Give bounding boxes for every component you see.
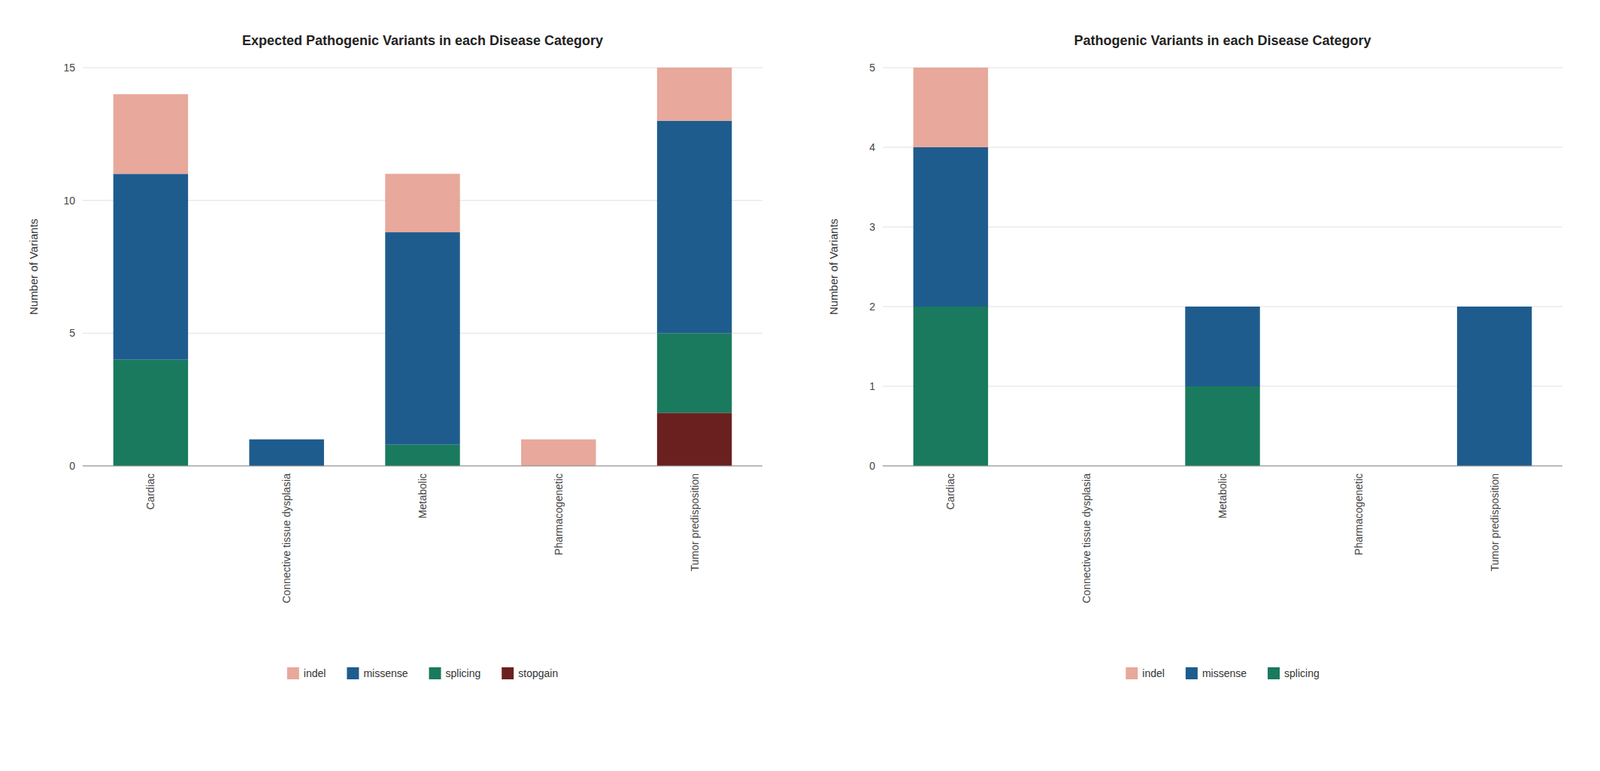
tick-label: 5 xyxy=(869,61,876,74)
x-axis-line xyxy=(82,466,763,467)
grid-line xyxy=(882,466,1563,467)
title: Pathogenic Variants in each Disease Cate… xyxy=(1073,33,1371,49)
legend-swatch xyxy=(1185,667,1198,680)
legend: indel missense splicing xyxy=(1125,667,1319,680)
legend-label: missense xyxy=(363,667,408,680)
category-label: Connective tissue dysplasia xyxy=(280,473,293,604)
bar-segment xyxy=(657,67,732,122)
legend-label: splicing xyxy=(1284,667,1320,680)
bar-segment xyxy=(913,147,988,307)
bar-segment xyxy=(657,412,732,467)
legend: indel missense splicing stopgain xyxy=(287,667,558,680)
tick-label: 10 xyxy=(63,194,76,207)
panel: Pathogenic Variants in each Disease Cate… xyxy=(827,33,1563,680)
bar-segment xyxy=(384,445,460,467)
tick-label: 2 xyxy=(869,300,876,313)
category-label: Pharmacogenetic xyxy=(552,473,565,556)
legend-swatch xyxy=(1125,667,1138,680)
bar-segment xyxy=(1184,386,1260,467)
bar-segment xyxy=(113,360,188,467)
category-label: Connective tissue dysplasia xyxy=(1080,473,1093,604)
bar-segment xyxy=(1184,306,1260,308)
bar-segment xyxy=(113,93,188,174)
bar-segment xyxy=(913,67,988,148)
tick-label: 5 xyxy=(69,327,76,340)
bar-segment xyxy=(657,121,732,334)
bars xyxy=(113,67,733,467)
title: Expected Pathogenic Variants in each Dis… xyxy=(242,33,604,49)
bar-segment xyxy=(248,439,324,467)
bar-segment xyxy=(248,439,324,440)
tick-label: 4 xyxy=(869,141,876,154)
legend-label: splicing xyxy=(445,667,482,680)
tick-label: 15 xyxy=(63,61,76,74)
tick-label: 3 xyxy=(869,221,876,234)
bar-segment xyxy=(521,439,596,467)
category-label: Metabolic xyxy=(416,473,429,519)
bar-segment xyxy=(1184,306,1260,387)
category-label: Cardiac xyxy=(144,473,157,510)
category-label: Tumor predisposition xyxy=(688,473,701,572)
legend-label: indel xyxy=(303,667,327,680)
figure: Expected Pathogenic Variants in each Dis… xyxy=(0,0,1600,771)
bar-segment xyxy=(384,173,460,233)
tick-label: 1 xyxy=(869,380,876,393)
legend-label: indel xyxy=(1142,667,1165,680)
bar-segment xyxy=(913,306,988,467)
category-label: Metabolic xyxy=(1216,473,1229,519)
legend-swatch xyxy=(346,667,359,680)
legend-swatch xyxy=(501,667,514,680)
legend-swatch xyxy=(429,667,442,680)
x-axis-line xyxy=(882,466,1563,467)
category-label: Tumor predisposition xyxy=(1488,473,1501,572)
bar-segment xyxy=(1457,306,1532,467)
legend-label: missense xyxy=(1202,667,1247,680)
background xyxy=(0,0,1600,771)
tick-label: 0 xyxy=(869,460,876,473)
panel: Expected Pathogenic Variants in each Dis… xyxy=(27,33,763,680)
category-label: Cardiac xyxy=(944,473,957,510)
axis-label: Number of Variants xyxy=(827,218,840,316)
legend-label: stopgain xyxy=(518,667,558,680)
legend-swatch xyxy=(287,667,300,680)
bar-segment xyxy=(657,333,732,413)
bar-segment xyxy=(384,232,460,446)
axis-label: Number of Variants xyxy=(27,218,40,316)
legend-swatch xyxy=(1267,667,1280,680)
category-label: Pharmacogenetic xyxy=(1352,473,1365,556)
grid-line xyxy=(82,466,763,467)
tick-label: 0 xyxy=(69,460,76,473)
bar-segment xyxy=(1457,306,1532,308)
bar-segment xyxy=(113,173,188,360)
bars xyxy=(913,67,1533,467)
